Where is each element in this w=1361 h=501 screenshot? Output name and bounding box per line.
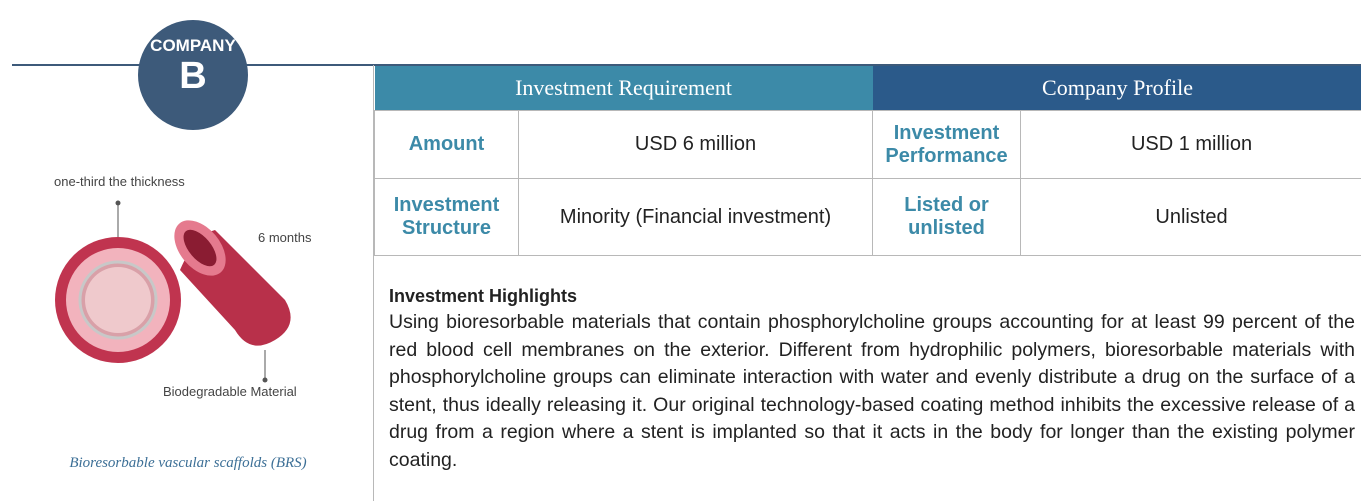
cell-label: Listed or unlisted xyxy=(872,178,1022,256)
table: Investment Requirement Company Profile Am… xyxy=(374,66,1361,256)
cell: Unlisted xyxy=(1020,178,1361,256)
cell: Minority (Financial investment) xyxy=(517,178,874,256)
header: Investment Requirement xyxy=(374,66,873,111)
header: Company Profile xyxy=(872,66,1361,111)
badge-line1: COMPANY xyxy=(150,36,236,55)
highlights-title: Investment Highlights xyxy=(389,286,578,306)
cell-label: Investment Structure xyxy=(374,178,519,256)
badge-line2: B xyxy=(179,55,207,97)
left-rule xyxy=(373,65,374,501)
cell: USD 6 million xyxy=(517,110,874,179)
highlights-text: Using bioresorbable materials that conta… xyxy=(389,311,1355,471)
label: 6 months xyxy=(258,230,312,245)
cell-label: Amount xyxy=(374,110,519,179)
label: Biodegradable Material xyxy=(163,384,297,399)
cell-label: Investment Performance xyxy=(872,110,1022,179)
highlights: Investment Highlights Using bioresorbabl… xyxy=(389,283,1355,474)
illustration: one-third the thickness 6 months Biodegr… xyxy=(54,174,312,471)
caption: Bioresorbable vascular scaffolds (BRS) xyxy=(69,455,306,471)
cell: USD 1 million xyxy=(1020,110,1361,179)
top-rule xyxy=(12,64,1361,66)
label: one-third the thickness xyxy=(54,174,185,189)
badge: COMPANY B xyxy=(138,20,248,130)
